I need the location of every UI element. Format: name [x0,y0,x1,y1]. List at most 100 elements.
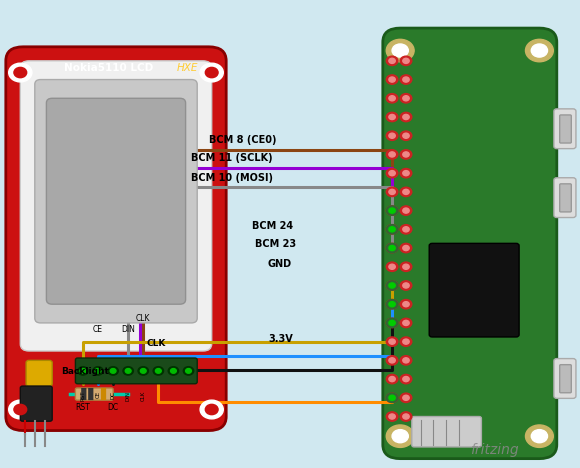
Circle shape [389,152,396,157]
Circle shape [400,318,412,328]
FancyBboxPatch shape [20,386,52,421]
Circle shape [200,400,223,419]
Circle shape [403,358,409,363]
Circle shape [389,245,396,251]
Circle shape [389,320,396,326]
FancyBboxPatch shape [383,28,557,459]
Circle shape [386,56,398,66]
Circle shape [400,281,412,290]
Circle shape [153,367,164,375]
Circle shape [403,227,409,232]
Circle shape [400,337,412,346]
Text: CLK: CLK [136,314,151,322]
Text: DIN: DIN [121,325,135,334]
FancyBboxPatch shape [75,358,197,384]
Circle shape [403,77,409,82]
Circle shape [200,63,223,82]
Circle shape [389,264,396,269]
FancyBboxPatch shape [46,98,186,304]
Circle shape [403,152,409,157]
Circle shape [389,189,396,195]
FancyBboxPatch shape [101,388,106,400]
Circle shape [386,112,398,122]
FancyBboxPatch shape [560,115,571,143]
Circle shape [389,77,396,82]
FancyBboxPatch shape [560,365,571,393]
Circle shape [403,395,409,400]
Circle shape [400,300,412,309]
Circle shape [205,67,218,78]
Circle shape [403,208,409,213]
Text: CLK: CLK [146,339,165,348]
Circle shape [400,243,412,253]
Circle shape [400,412,412,421]
Circle shape [386,425,414,447]
Text: BCM 11 (SCLK): BCM 11 (SCLK) [191,154,273,163]
Circle shape [403,170,409,176]
Circle shape [400,393,412,402]
Circle shape [386,168,398,178]
FancyBboxPatch shape [154,362,176,381]
Circle shape [400,168,412,178]
FancyBboxPatch shape [554,109,576,149]
Circle shape [400,56,412,66]
Circle shape [403,320,409,326]
Circle shape [389,227,396,232]
Text: DIN: DIN [126,391,130,401]
Text: 3.3V: 3.3V [268,334,293,344]
Circle shape [9,400,32,419]
Circle shape [525,425,553,447]
Circle shape [183,367,194,375]
Circle shape [386,300,398,309]
Circle shape [389,227,396,232]
Circle shape [186,369,191,373]
Circle shape [525,39,553,62]
Circle shape [205,404,218,415]
Text: RST: RST [81,391,85,401]
Circle shape [389,58,396,63]
Circle shape [386,225,398,234]
Text: BCM 24: BCM 24 [252,221,293,231]
Circle shape [400,187,412,197]
Text: DC: DC [107,402,119,411]
Circle shape [95,369,101,373]
Circle shape [392,44,408,57]
Circle shape [403,133,409,139]
Circle shape [389,358,396,363]
Text: BCM 8 (CE0): BCM 8 (CE0) [209,135,276,145]
Text: DC: DC [111,391,115,399]
Circle shape [400,94,412,103]
FancyBboxPatch shape [412,417,481,447]
Circle shape [392,430,408,443]
Circle shape [386,281,398,290]
Circle shape [403,264,409,269]
Circle shape [168,367,179,375]
Circle shape [386,187,398,197]
Circle shape [389,245,396,251]
FancyBboxPatch shape [429,243,519,337]
Circle shape [386,206,398,215]
Circle shape [403,95,409,101]
Circle shape [531,430,548,443]
Circle shape [386,243,398,253]
Circle shape [389,301,396,307]
Circle shape [403,339,409,344]
Circle shape [389,414,396,419]
Circle shape [93,367,103,375]
Circle shape [140,369,146,373]
Circle shape [389,395,396,400]
Circle shape [389,395,396,400]
Circle shape [155,369,161,373]
FancyBboxPatch shape [75,388,113,400]
Circle shape [386,75,398,84]
Circle shape [386,337,398,346]
Text: BCM 23: BCM 23 [255,239,296,249]
Circle shape [389,170,396,176]
Circle shape [9,63,32,82]
Circle shape [386,318,398,328]
Circle shape [386,281,398,290]
Circle shape [403,189,409,195]
Circle shape [386,262,398,271]
Circle shape [389,376,396,382]
FancyBboxPatch shape [554,178,576,218]
